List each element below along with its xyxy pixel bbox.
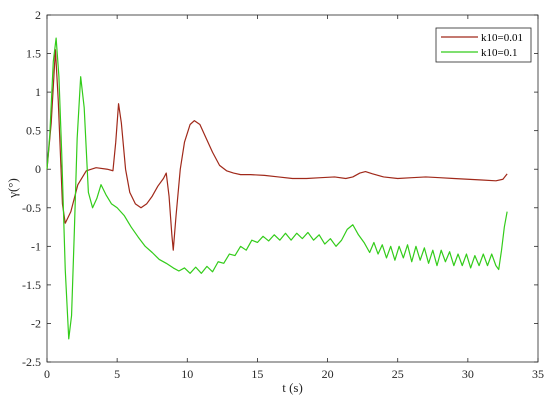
x-tick-label: 15 [251,367,263,381]
x-tick-label: 35 [532,367,544,381]
plot-area [46,14,539,363]
x-tick-label: 30 [462,367,474,381]
y-tick-label: -1 [31,239,41,253]
y-tick-label: 0 [35,162,41,176]
x-tick-label: 25 [392,367,404,381]
x-tick-label: 0 [44,367,50,381]
y-tick-label: -2 [31,316,41,330]
x-tick-label: 20 [322,367,334,381]
series-line-k10-0-01 [46,49,508,251]
y-tick-label: 0.5 [26,124,41,138]
legend-label-k10-0.01: k10=0.01 [481,32,523,44]
y-axis-label: γ(°) [5,178,20,199]
series-line-k10-0-1 [46,37,508,340]
y-tick-label: 2 [35,8,41,22]
y-tick-label: 1 [35,85,41,99]
legend: k10=0.01 k10=0.1 [435,27,532,63]
series-layer [46,37,508,340]
y-tick-label: -1.5 [22,278,41,292]
y-tick-label: -2.5 [22,355,41,369]
legend-label-k10-0.1: k10=0.1 [481,47,517,59]
x-tick-label: 10 [181,367,193,381]
y-tick-label: -0.5 [22,201,41,215]
x-tick-label: 5 [114,367,120,381]
x-axis-label: t (s) [282,380,303,395]
axis-ticks: 0 5 10 15 20 25 30 35 -2.5 -2 -1.5 -1 -0.5 0 0.5 1 1.5 2 [22,8,544,381]
legend-box [435,27,532,63]
y-tick-label: 1.5 [26,47,41,61]
